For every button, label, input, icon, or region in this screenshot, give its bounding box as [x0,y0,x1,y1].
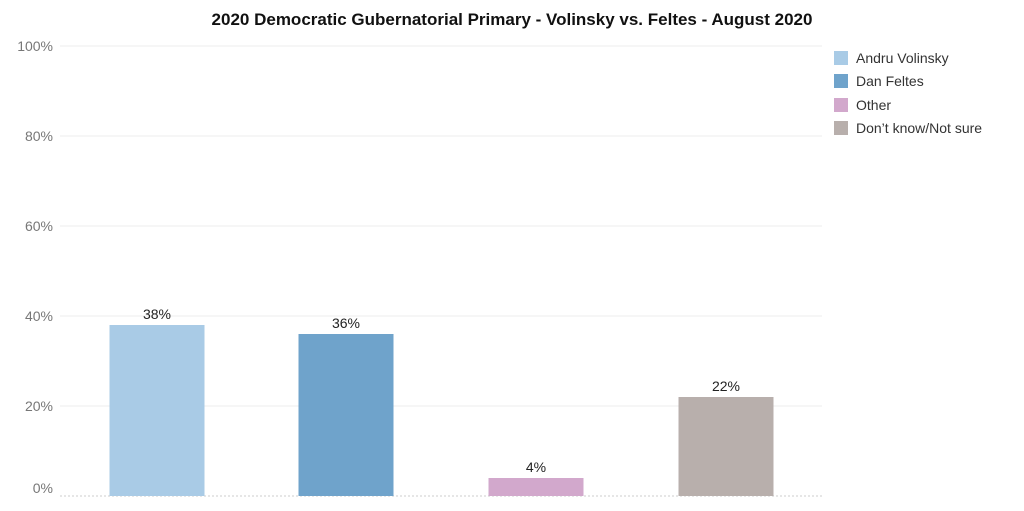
legend-swatch [834,97,848,112]
y-tick-label: 20% [25,398,53,414]
legend-item: Dan Feltes [834,70,982,94]
bar-2 [488,478,584,496]
chart-title: 2020 Democratic Gubernatorial Primary - … [211,10,813,29]
legend-swatch [834,74,848,89]
legend-label: Andru Volinsky [856,49,949,66]
bar-0 [109,325,205,496]
y-tick-label: 60% [25,218,53,234]
data-label: 22% [712,378,740,394]
y-tick-label: 80% [25,128,53,144]
legend-swatch [834,50,848,65]
data-label: 38% [143,306,171,322]
legend-swatch [834,121,848,136]
data-label: 36% [332,315,360,331]
y-tick-label: 100% [17,38,53,54]
bar-3 [678,397,774,496]
data-label: 4% [526,459,546,475]
legend-item: Andru Volinsky [834,46,982,70]
y-tick-label: 0% [33,480,53,496]
legend-item: Other [834,93,982,117]
bar-1 [298,334,394,496]
legend-label: Other [856,96,892,113]
legend-label: Don’t know/Not sure [856,120,983,137]
legend-item: Don’t know/Not sure [834,117,982,141]
y-tick-label: 40% [25,308,53,324]
legend-label: Dan Feltes [856,73,924,90]
chart-legend: Andru Volinsky Dan Feltes Other Don’t know/… [834,46,982,140]
